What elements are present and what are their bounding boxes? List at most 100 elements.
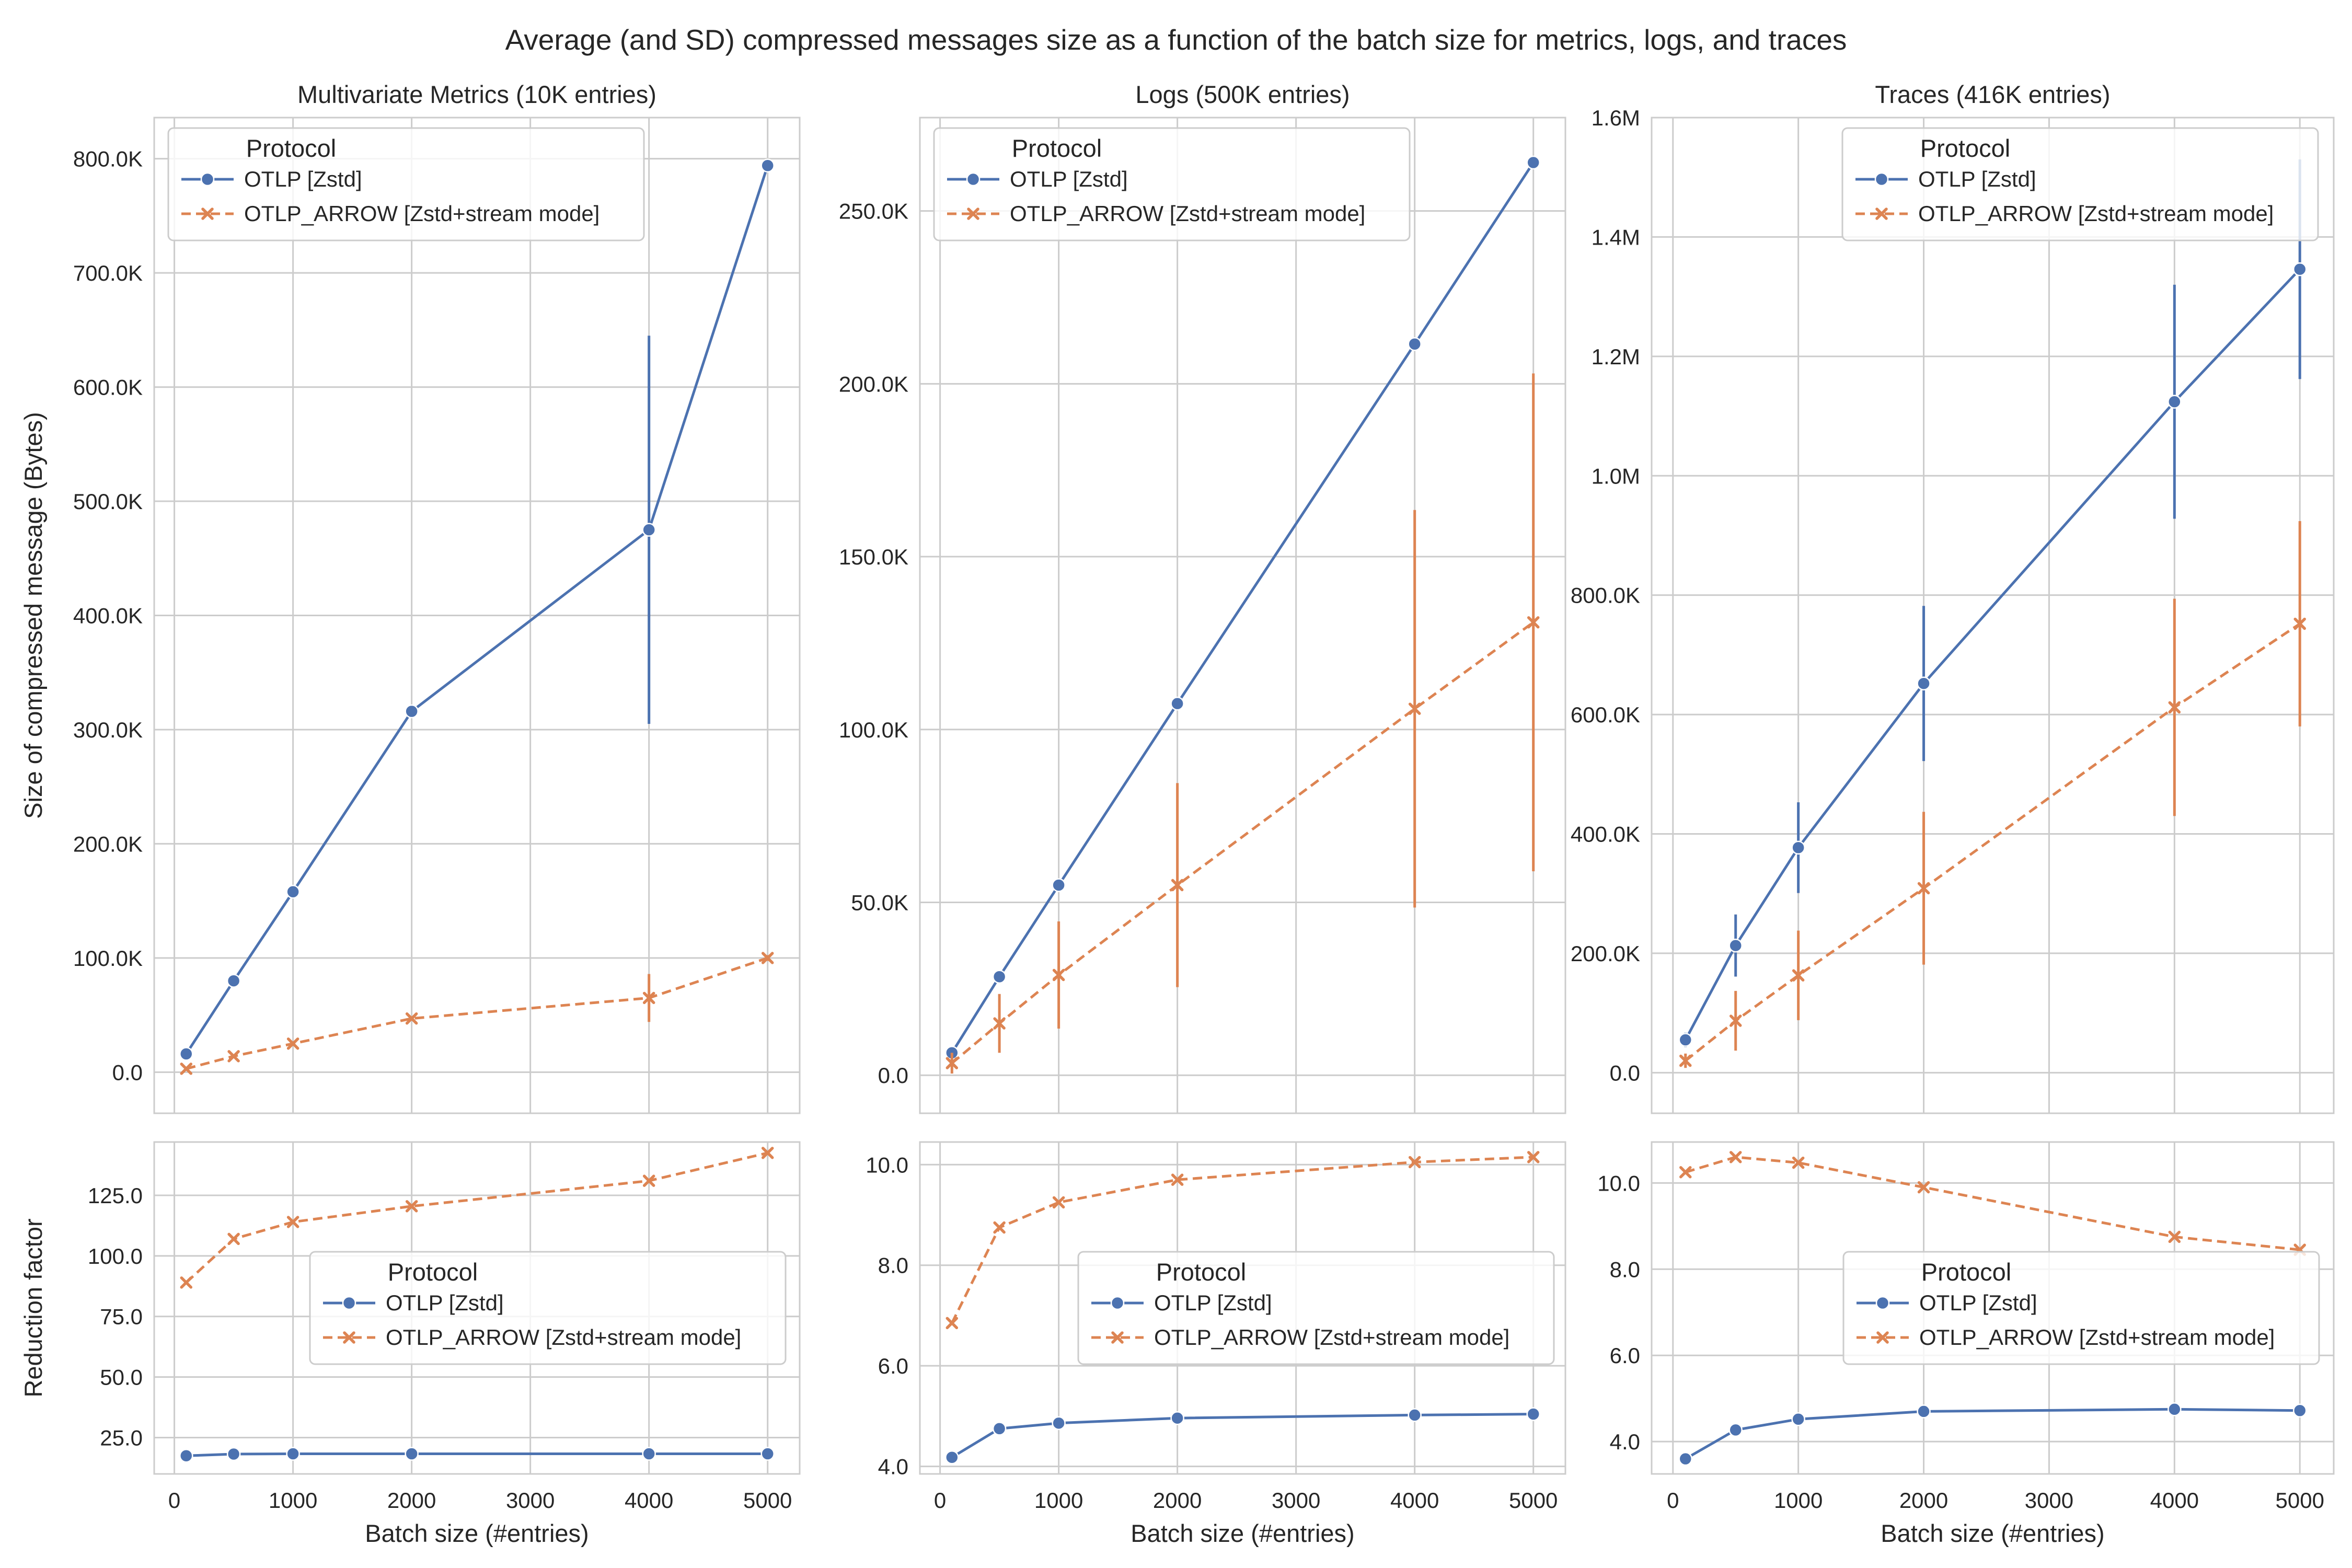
series-otlp-arrow (180, 952, 774, 1075)
y-tick-label: 1.4M (1592, 225, 1640, 249)
data-point (2292, 262, 2307, 276)
x-tick-label: 3000 (506, 1488, 555, 1513)
data-point (286, 1037, 299, 1050)
legend-entry-arrow: OTLP_ARROW [Zstd+stream mode] (1919, 1325, 2275, 1350)
data-point (760, 158, 775, 173)
data-point (1408, 1408, 1422, 1422)
x-tick-label: 0 (1667, 1488, 1679, 1513)
data-point (2292, 1403, 2307, 1418)
data-point (761, 1147, 774, 1159)
panel-top-3: 0.0 200.0K 400.0K 600.0K 800.0K 1.0M 1.2M 1.4M 1… (1571, 80, 2335, 1114)
legend-entry-arrow: OTLP_ARROW [Zstd+stream mode] (386, 1325, 741, 1350)
y-tick-label: 0.0 (112, 1060, 143, 1085)
data-point (1171, 1173, 1184, 1186)
x-tick-label: 0 (168, 1488, 180, 1513)
x-axis-label: Batch size (#entries) (1881, 1519, 2104, 1547)
x-tick-label: 3000 (1272, 1488, 1320, 1513)
legend: Protocol OTLP [Zstd] OTLP_ARROW [Zstd+stre… (933, 127, 1411, 241)
series-line (951, 621, 1535, 1065)
data-point (1678, 1451, 1693, 1466)
y-tick-label: 75.0 (100, 1305, 143, 1329)
data-point (2168, 701, 2181, 714)
legend-box (1077, 1251, 1555, 1365)
legend-entry-otlp: OTLP [Zstd] (244, 167, 362, 191)
x-tick-label: 1000 (1034, 1488, 1083, 1513)
series-line (186, 956, 768, 1070)
x-tick-label: 4000 (625, 1488, 673, 1513)
data-point (642, 1174, 655, 1187)
plot-area (919, 117, 1566, 1114)
series-line (185, 165, 769, 1055)
x-tick-label: 5000 (1509, 1488, 1558, 1513)
legend-marker-circle (966, 172, 981, 187)
x-tick-label: 4000 (2150, 1488, 2199, 1513)
data-point (286, 1447, 300, 1461)
data-point (992, 970, 1007, 984)
y-tick-label: 200.0K (839, 372, 908, 396)
data-point (1679, 1166, 1692, 1179)
data-point (2167, 1402, 2182, 1416)
y-tick-label: 400.0K (1571, 822, 1640, 847)
y-tick-label: 700.0K (73, 261, 143, 285)
y-tick-label: 150.0K (839, 545, 908, 569)
legend-box (1841, 127, 2319, 241)
data-point (1526, 1407, 1540, 1421)
legend-title: Protocol (1156, 1258, 1246, 1286)
y-tick-label: 6.0 (1610, 1343, 1640, 1368)
chart-panels: 0.0 100.0K 200.0K 300.0K 400.0K 500.0K 600.0K 7… (19, 80, 2335, 1547)
series-otlp (945, 1407, 1540, 1465)
y-tick-label: 800.0K (73, 147, 143, 171)
data-point (993, 1221, 1006, 1234)
legend-entry-arrow: OTLP_ARROW [Zstd+stream mode] (1918, 201, 2274, 226)
y-tick-label: 250.0K (839, 199, 908, 224)
data-point (1052, 1416, 1066, 1431)
data-point (405, 1447, 419, 1461)
x-tick-label: 2000 (1899, 1488, 1948, 1513)
data-point (1917, 1404, 1931, 1419)
legend-entry-arrow: OTLP_ARROW [Zstd+stream mode] (1010, 201, 1365, 226)
y-tick-label: 0.0 (878, 1063, 908, 1088)
data-point (180, 1276, 193, 1289)
panel-top-2: 0.0 50.0K 100.0K 150.0K 200.0K 250.0K Logs (50… (839, 80, 1566, 1114)
data-point (1052, 878, 1066, 892)
legend-marker-circle (342, 1296, 356, 1310)
y-tick-label: 6.0 (878, 1354, 908, 1378)
y-tick-label: 200.0K (73, 832, 143, 856)
panel-title: Traces (416K entries) (1875, 80, 2110, 108)
y-tick-label: 200.0K (1571, 941, 1640, 966)
series-line (185, 1151, 768, 1284)
data-point (1170, 696, 1184, 711)
panel-bottom-2: 4.0 6.0 8.0 10.0 0 1000 2000 3000 4000 5000 Batch … (866, 1141, 1566, 1547)
data-point (1052, 969, 1065, 982)
series-otlp (945, 155, 1540, 1060)
data-point (227, 1050, 240, 1063)
data-point (227, 1232, 240, 1246)
y-tick-label: 0.0 (1610, 1060, 1640, 1085)
data-point (179, 1448, 193, 1463)
y-tick-label: 10.0 (1597, 1171, 1640, 1195)
data-point (2168, 1230, 2181, 1243)
series-line (951, 162, 1535, 1054)
y-tick-label: 125.0 (88, 1183, 143, 1208)
data-point (1791, 1412, 1805, 1426)
data-point (405, 1200, 418, 1213)
legend-marker-cross (201, 207, 214, 220)
data-point (2293, 617, 2306, 630)
legend-box (309, 1251, 787, 1365)
x-tick-label: 1000 (1774, 1488, 1823, 1513)
data-point (642, 523, 656, 537)
data-point (642, 1447, 656, 1461)
legend-entry-arrow: OTLP_ARROW [Zstd+stream mode] (244, 201, 599, 226)
y-tick-label: 1.2M (1592, 344, 1640, 369)
data-point (1792, 969, 1805, 982)
legend-marker-cross (1876, 1331, 1889, 1344)
data-point (226, 1447, 241, 1461)
data-point (1729, 1151, 1742, 1163)
x-tick-label: 4000 (1390, 1488, 1439, 1513)
series-otlp (179, 1447, 775, 1463)
legend-title: Protocol (388, 1258, 478, 1286)
data-point (1679, 1054, 1692, 1067)
series-line (1684, 268, 2301, 1041)
data-point (405, 1012, 418, 1025)
